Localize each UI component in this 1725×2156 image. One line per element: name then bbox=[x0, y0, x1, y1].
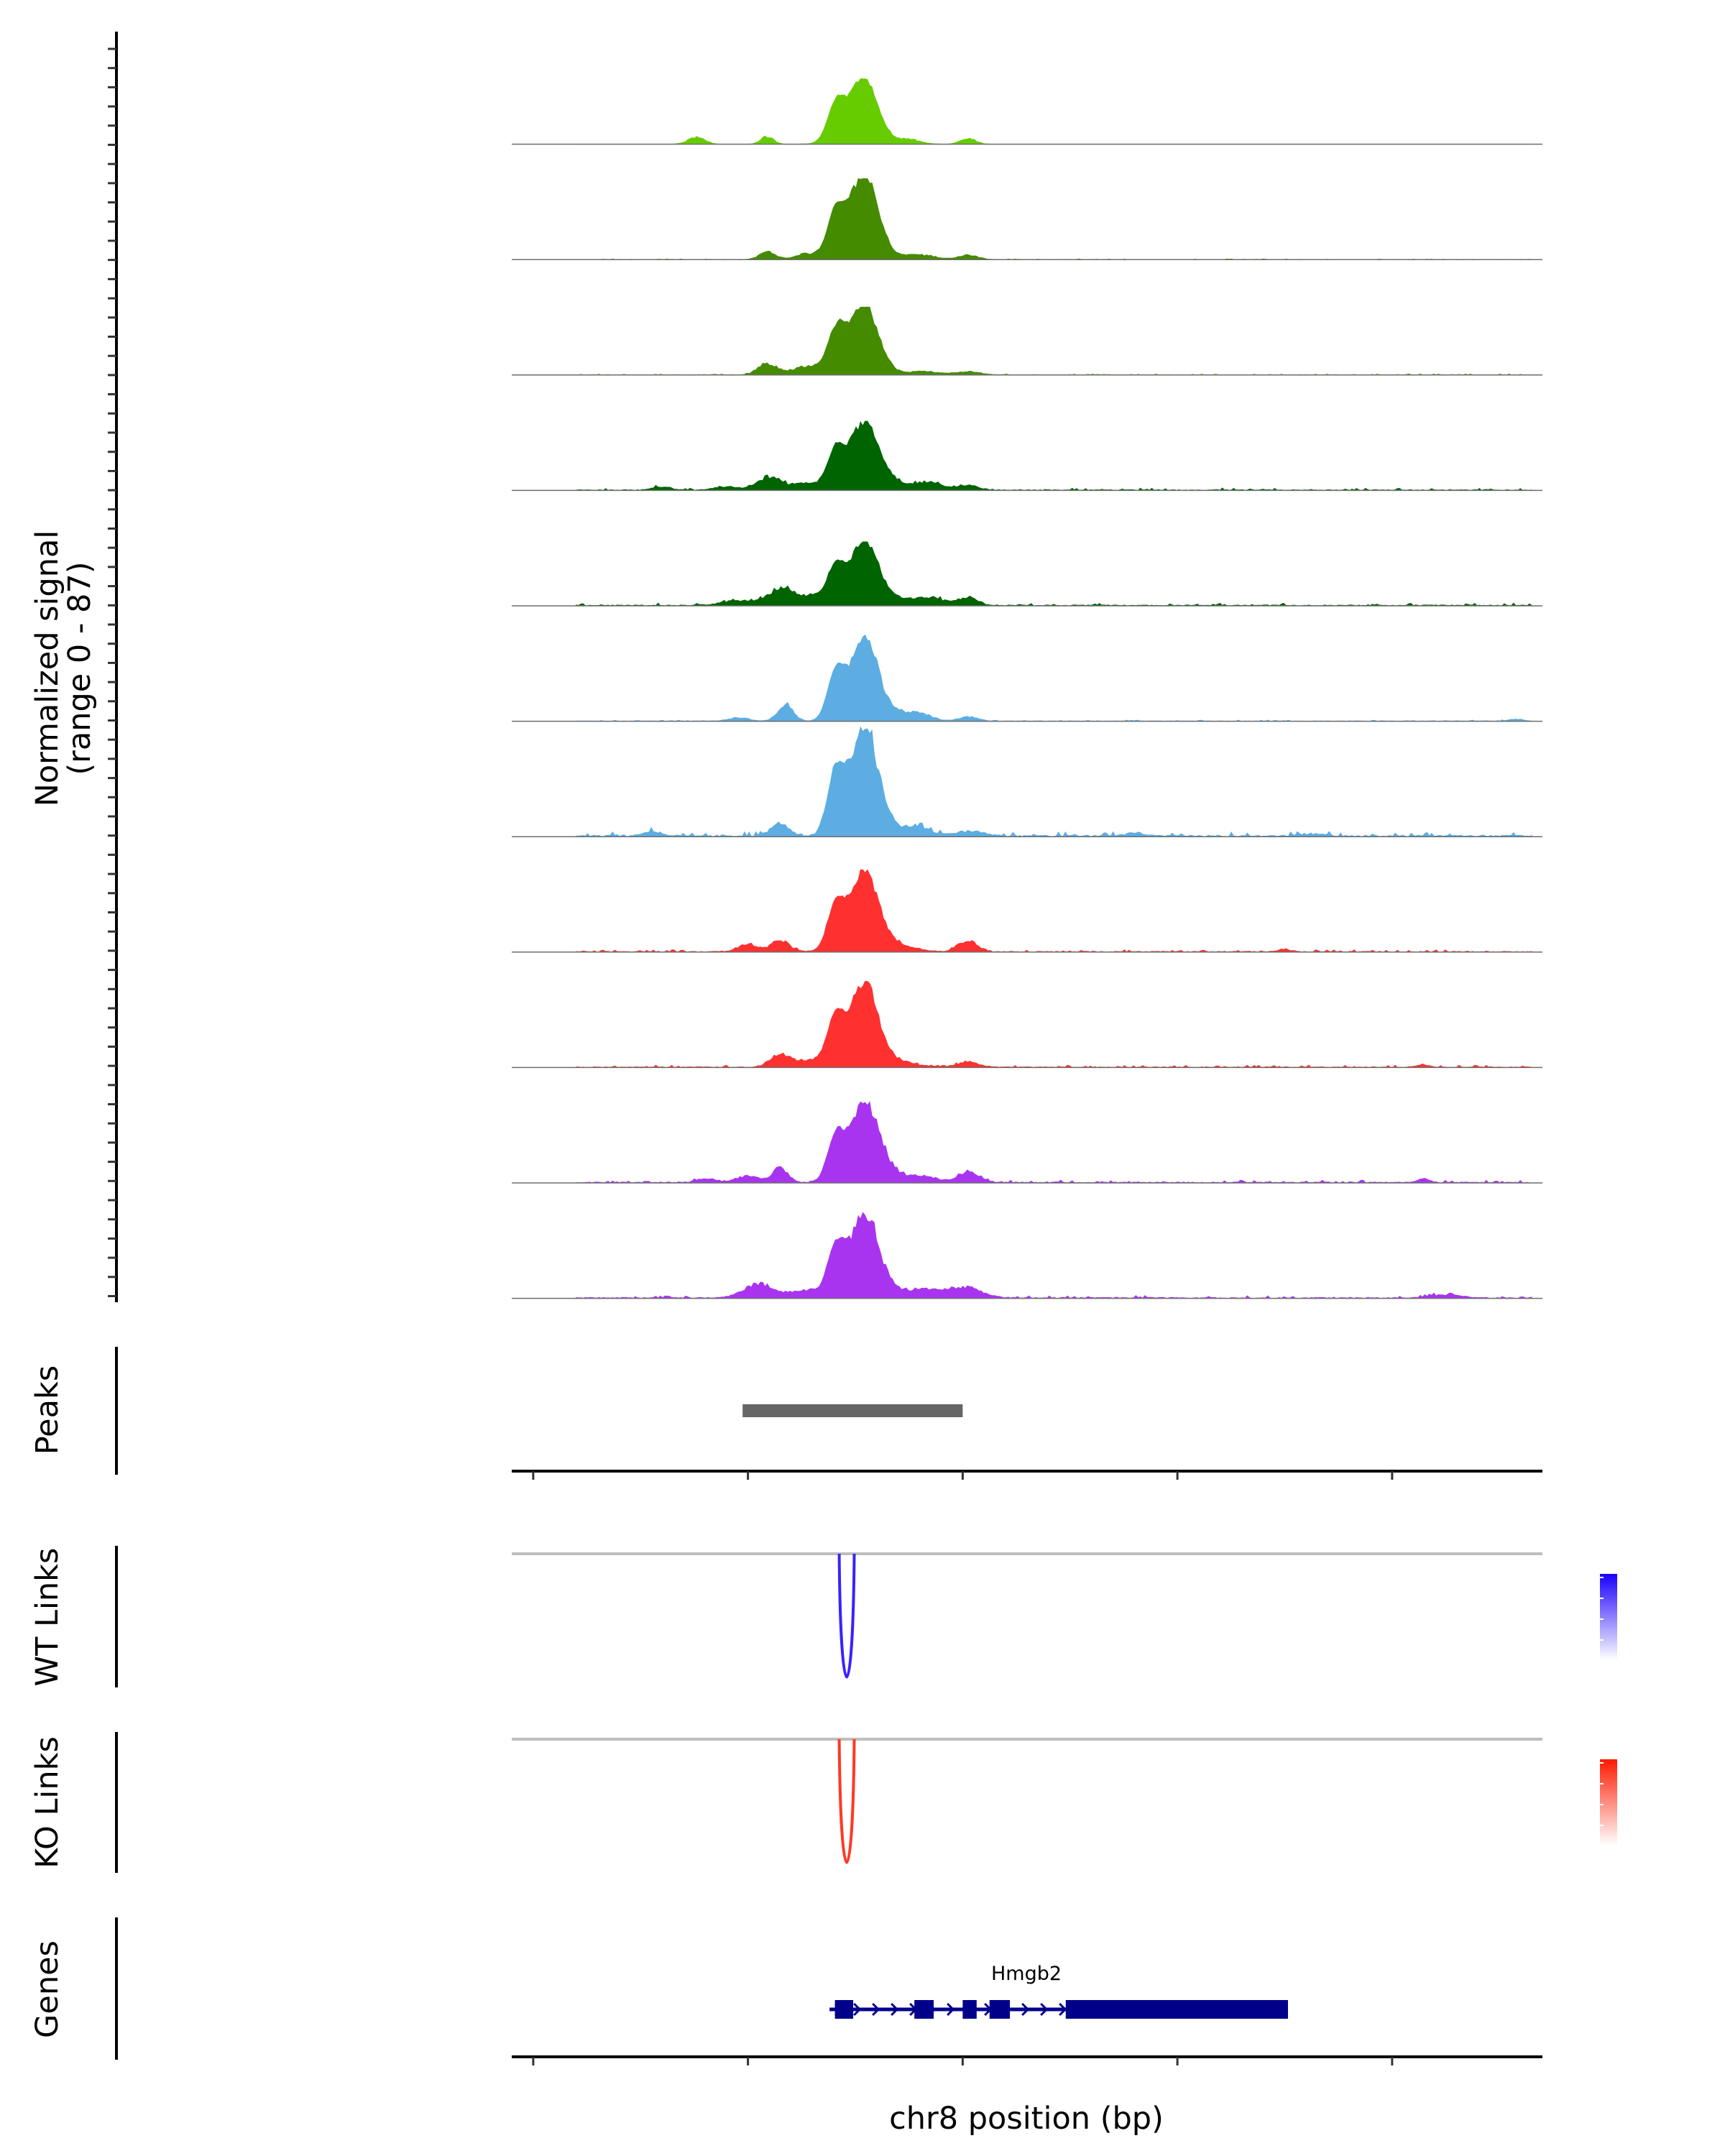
coverage-ylabel-line2: (range 0 - 87) bbox=[62, 561, 98, 775]
strand-arrow bbox=[1021, 2002, 1030, 2017]
track-signal-area bbox=[576, 981, 1532, 1068]
track-signal-area bbox=[576, 726, 1532, 837]
ko-links-ylabel: KO Links bbox=[29, 1736, 65, 1869]
wt-links-ylabel: WT Links bbox=[29, 1548, 65, 1687]
gene-model bbox=[829, 2000, 1288, 2019]
ko-link-arcs bbox=[837, 1738, 856, 1864]
gene-exon bbox=[1065, 2000, 1288, 2019]
ko-links-legend bbox=[1600, 1759, 1617, 1847]
track-cko-fabp4-pre-adipocytes bbox=[512, 1212, 1542, 1299]
coverage-y-axis bbox=[108, 32, 118, 1302]
track-cko-tagln-papillary bbox=[512, 541, 1542, 607]
x-axis-title: chr8 position (bp) bbox=[889, 2101, 1164, 2137]
genes-panel: Genes Hmgb2 bbox=[29, 1917, 1288, 2060]
track-wt-dpp4-papillary bbox=[512, 178, 1542, 260]
link-arc bbox=[837, 1553, 856, 1679]
gene-exon bbox=[834, 2000, 854, 2019]
track-cko-dlk1-reticular bbox=[512, 981, 1542, 1069]
track-signal-area bbox=[576, 1212, 1532, 1299]
strand-arrow bbox=[853, 2002, 862, 2017]
track-signal-area bbox=[576, 869, 1532, 953]
track-signal-area bbox=[576, 541, 1532, 607]
x-axis-bottom bbox=[512, 2055, 1542, 2065]
ko-links-panel: KO Links bbox=[29, 1732, 1617, 1873]
track-wt-dlk1-reticular bbox=[512, 869, 1542, 953]
track-signal-area bbox=[576, 306, 1532, 376]
track-signal-area bbox=[576, 78, 1532, 145]
strand-arrow bbox=[947, 2002, 955, 2017]
strand-arrow bbox=[891, 2002, 899, 2017]
gene-exon bbox=[962, 2000, 977, 2019]
track-signal-area bbox=[576, 420, 1532, 491]
track-signal-area bbox=[576, 634, 1532, 722]
gene-exon bbox=[989, 2000, 1011, 2019]
strand-arrow bbox=[1040, 2002, 1049, 2017]
track-signal-area bbox=[576, 178, 1532, 260]
gene-exon bbox=[914, 2000, 934, 2019]
track-wt-tagln-papillary bbox=[512, 420, 1542, 492]
coverage-ylabel-line1: Normalized signal bbox=[29, 530, 65, 807]
strand-arrow bbox=[872, 2002, 880, 2017]
track-cko-dpp4-papillary bbox=[512, 306, 1542, 376]
track-wt-fabp4-pre-adipocytes bbox=[512, 1101, 1542, 1184]
link-arc bbox=[837, 1738, 856, 1864]
track-signal-area bbox=[576, 1101, 1532, 1184]
track-cko-inhba-dermal-papilla bbox=[512, 726, 1542, 837]
gene-name-label: Hmgb2 bbox=[991, 1963, 1062, 1985]
genes-ylabel: Genes bbox=[29, 1940, 65, 2038]
track-wt-inhba-dermal-papilla bbox=[512, 634, 1542, 722]
coverage-tracks bbox=[512, 78, 1542, 1299]
legend-colorbar bbox=[1600, 1574, 1617, 1660]
track-wt-lef1-papillary bbox=[512, 78, 1542, 145]
peak-region-bar bbox=[742, 1404, 963, 1417]
peak-regions bbox=[742, 1404, 963, 1417]
wt-links-panel: WT Links bbox=[29, 1546, 1617, 1687]
peaks-panel: Peaks bbox=[29, 1347, 963, 1475]
x-axis-top bbox=[512, 1470, 1542, 1480]
wt-link-arcs bbox=[837, 1553, 856, 1679]
strand-arrow bbox=[1059, 2002, 1067, 2017]
peaks-ylabel: Peaks bbox=[29, 1365, 65, 1455]
legend-colorbar bbox=[1600, 1759, 1617, 1846]
wt-links-legend bbox=[1600, 1574, 1617, 1662]
